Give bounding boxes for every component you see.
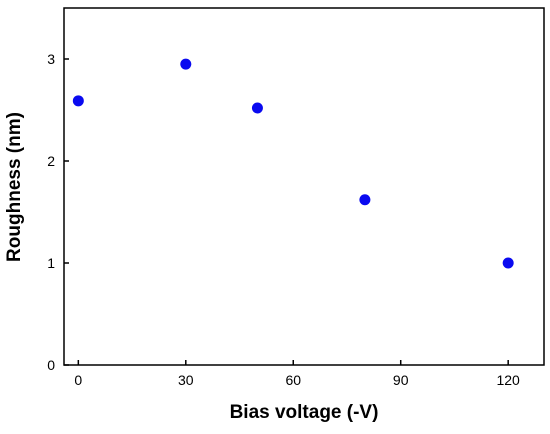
y-axis-ticks: 0 1 2 3 (47, 51, 69, 373)
plot-frame (63, 7, 545, 366)
x-tick-label: 0 (74, 372, 82, 388)
data-point (180, 58, 192, 70)
x-tick-label: 120 (496, 372, 520, 388)
x-axis-label: Bias voltage (-V) (230, 402, 379, 423)
x-tick-label: 30 (178, 372, 194, 388)
y-tick-label: 1 (47, 255, 55, 271)
x-tick-label: 90 (393, 372, 409, 388)
y-tick-label: 3 (47, 51, 55, 67)
y-axis-label: Roughness (nm) (4, 112, 25, 262)
x-axis-ticks: 0 30 60 90 120 (74, 360, 520, 388)
data-point (251, 102, 263, 114)
data-points (72, 58, 514, 269)
y-tick-label: 2 (47, 153, 55, 169)
y-tick-label: 0 (47, 357, 55, 373)
data-point (72, 95, 84, 107)
data-point (502, 257, 514, 269)
data-point (359, 194, 371, 206)
x-tick-label: 60 (285, 372, 301, 388)
